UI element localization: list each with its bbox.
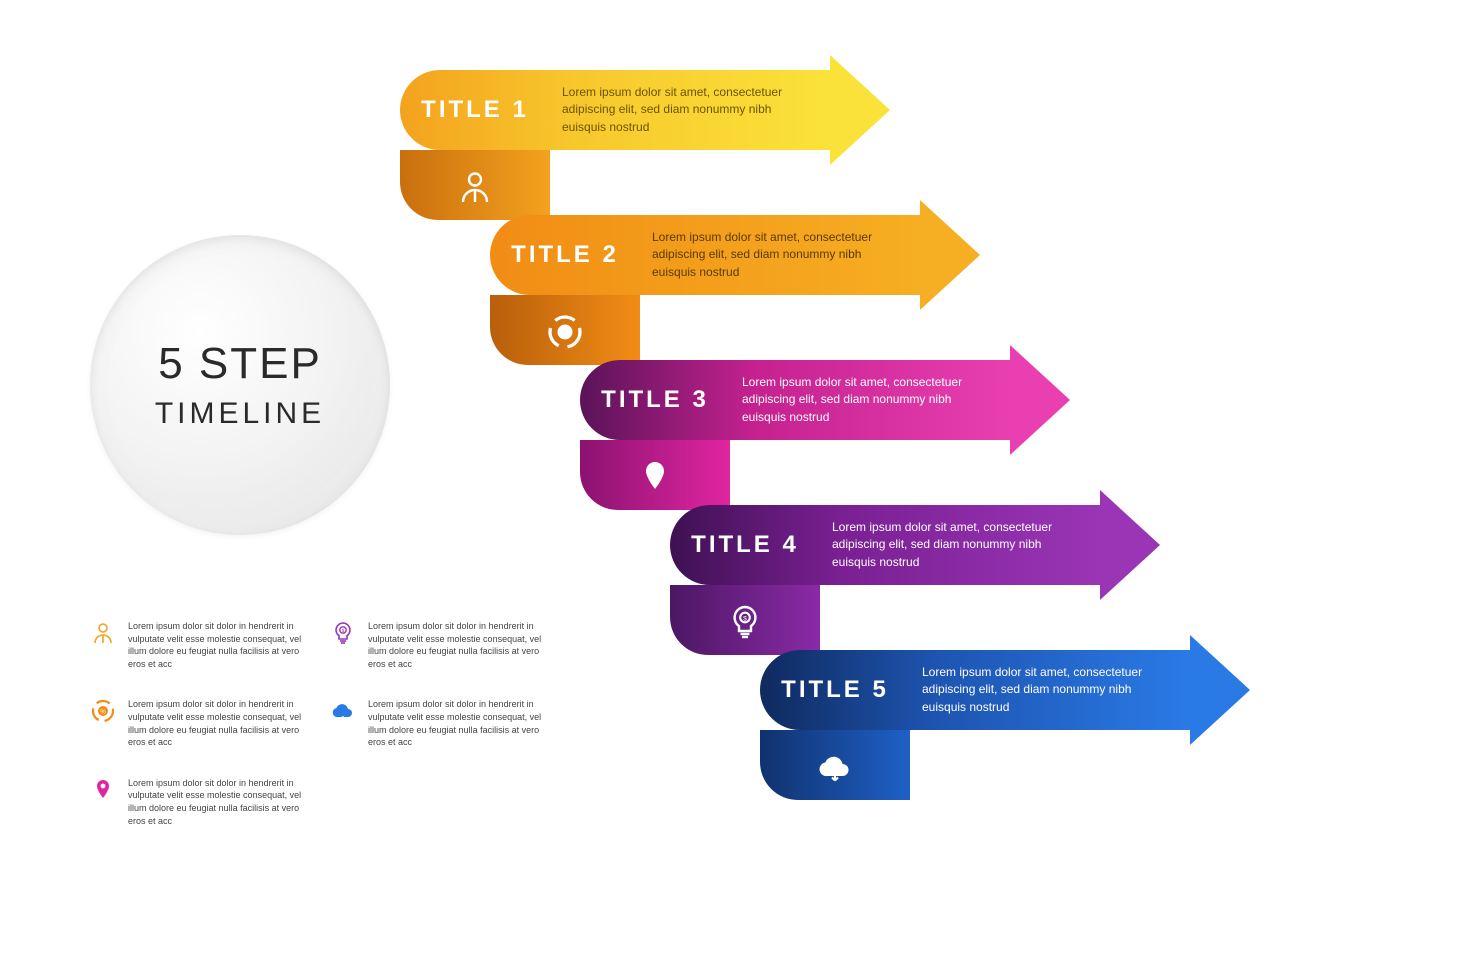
legend-item-4: Lorem ipsum dolor sit dolor in hendrerit… (330, 698, 550, 748)
step-4: TITLE 4Lorem ipsum dolor sit amet, conse… (670, 505, 1160, 585)
step-2: TITLE 2Lorem ipsum dolor sit amet, conse… (490, 215, 980, 295)
step-1-arrow (830, 55, 890, 165)
step-5: TITLE 5Lorem ipsum dolor sit amet, conse… (760, 650, 1250, 730)
legend-item-2-text: Lorem ipsum dolor sit dolor in hendrerit… (368, 620, 550, 670)
step-5-title: TITLE 5 (760, 676, 910, 704)
pin-icon (90, 777, 116, 803)
bulb-icon (330, 620, 356, 646)
legend-item-3: Lorem ipsum dolor sit dolor in hendrerit… (90, 698, 310, 748)
legend-item-5-text: Lorem ipsum dolor sit dolor in hendrerit… (128, 777, 310, 827)
title-circle-inner: 5 STEP TIMELINE (108, 253, 372, 517)
legend-item-1: Lorem ipsum dolor sit dolor in hendrerit… (90, 620, 310, 670)
person-icon (90, 620, 116, 646)
title-line-1: 5 STEP (158, 339, 322, 389)
cloud-icon (330, 698, 356, 724)
step-2-arrow (920, 200, 980, 310)
step-1: TITLE 1Lorem ipsum dolor sit amet, conse… (400, 70, 890, 150)
step-3: TITLE 3Lorem ipsum dolor sit amet, conse… (580, 360, 1070, 440)
step-3-icon (580, 444, 730, 510)
legend: Lorem ipsum dolor sit dolor in hendrerit… (90, 620, 550, 827)
step-4-arrow (1100, 490, 1160, 600)
step-4-title: TITLE 4 (670, 531, 820, 559)
step-4-icon (670, 589, 820, 655)
legend-item-3-text: Lorem ipsum dolor sit dolor in hendrerit… (128, 698, 310, 748)
step-1-title: TITLE 1 (400, 96, 550, 124)
step-5-desc: Lorem ipsum dolor sit amet, consectetuer… (910, 664, 1190, 716)
step-3-desc: Lorem ipsum dolor sit amet, consectetuer… (730, 374, 1010, 426)
step-2-icon (490, 299, 640, 365)
step-5-bar: TITLE 5Lorem ipsum dolor sit amet, conse… (760, 650, 1190, 730)
title-line-2: TIMELINE (155, 397, 325, 431)
step-5-icon (760, 734, 910, 800)
legend-item-1-text: Lorem ipsum dolor sit dolor in hendrerit… (128, 620, 310, 670)
title-circle: 5 STEP TIMELINE (90, 235, 390, 535)
step-3-title: TITLE 3 (580, 386, 730, 414)
step-2-desc: Lorem ipsum dolor sit amet, consectetuer… (640, 229, 920, 281)
step-1-icon (400, 154, 550, 220)
step-1-bar: TITLE 1Lorem ipsum dolor sit amet, conse… (400, 70, 830, 150)
legend-item-5: Lorem ipsum dolor sit dolor in hendrerit… (90, 777, 310, 827)
step-4-bar: TITLE 4Lorem ipsum dolor sit amet, conse… (670, 505, 1100, 585)
step-3-bar: TITLE 3Lorem ipsum dolor sit amet, conse… (580, 360, 1010, 440)
legend-item-4-text: Lorem ipsum dolor sit dolor in hendrerit… (368, 698, 550, 748)
step-1-desc: Lorem ipsum dolor sit amet, consectetuer… (550, 84, 830, 136)
legend-item-2: Lorem ipsum dolor sit dolor in hendrerit… (330, 620, 550, 670)
step-2-title: TITLE 2 (490, 241, 640, 269)
step-3-arrow (1010, 345, 1070, 455)
step-5-arrow (1190, 635, 1250, 745)
percent-icon (90, 698, 116, 724)
step-4-desc: Lorem ipsum dolor sit amet, consectetuer… (820, 519, 1100, 571)
step-2-bar: TITLE 2Lorem ipsum dolor sit amet, conse… (490, 215, 920, 295)
